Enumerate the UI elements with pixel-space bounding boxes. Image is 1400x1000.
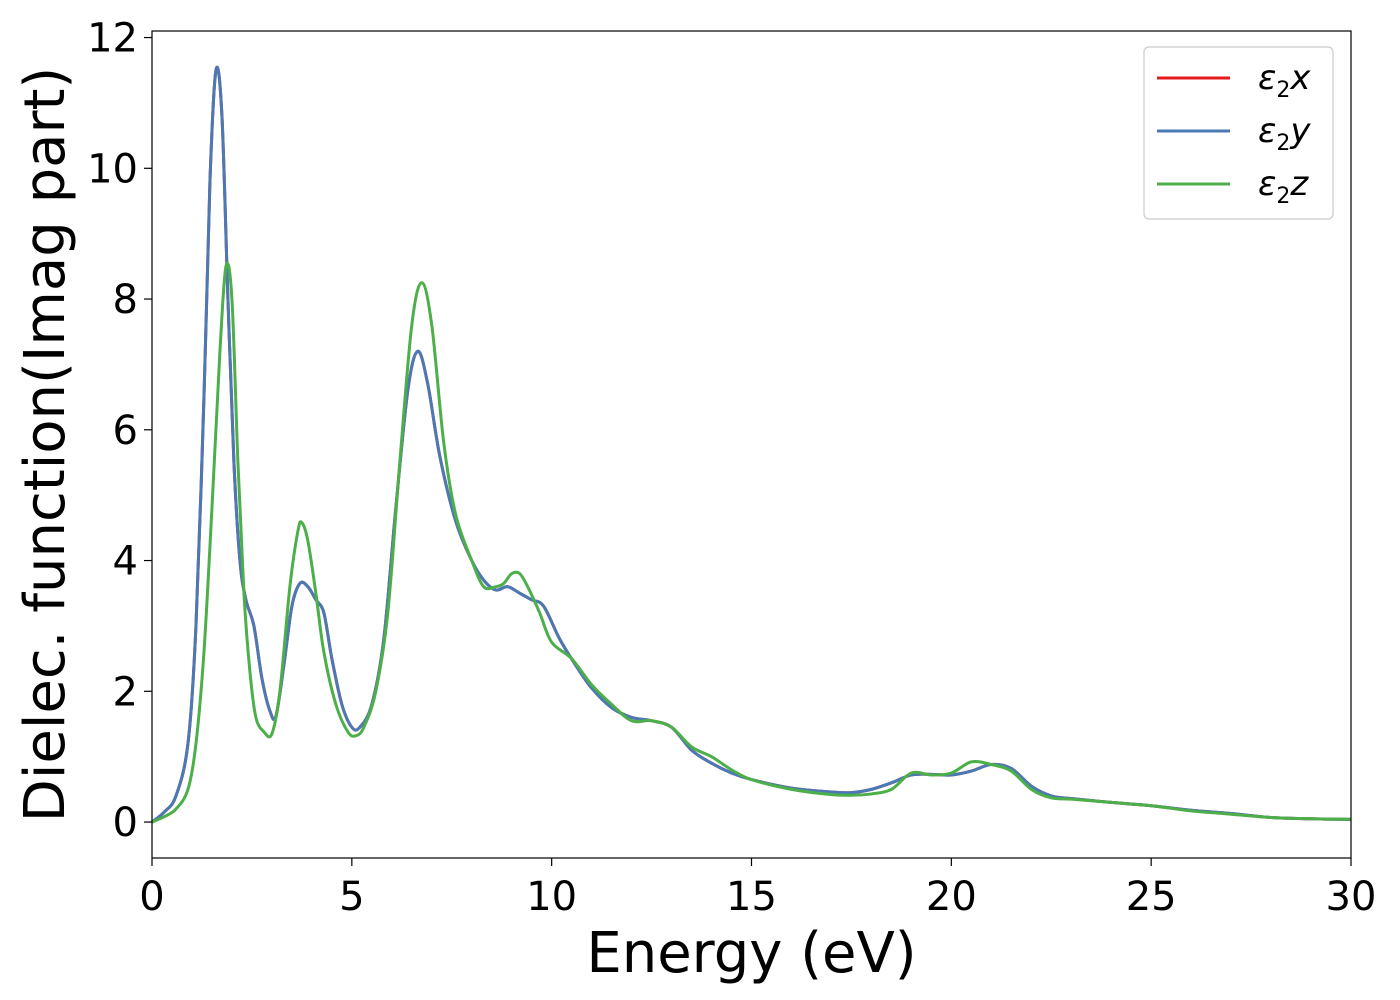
y-tick-label: 0 bbox=[113, 800, 138, 846]
x-tick-label: 25 bbox=[1126, 874, 1177, 920]
x-tick-label: 0 bbox=[139, 874, 164, 920]
legend-box bbox=[1143, 46, 1334, 220]
series-line-z bbox=[151, 261, 1352, 824]
x-tick-label: 20 bbox=[926, 874, 977, 920]
y-tick-label: 6 bbox=[113, 408, 138, 454]
y-tick-label: 4 bbox=[113, 539, 138, 585]
y-tick-label: 10 bbox=[87, 146, 138, 192]
y-tick-label: 2 bbox=[113, 669, 138, 715]
legend-label-y: ε2y bbox=[1258, 111, 1311, 156]
x-tick-label: 30 bbox=[1326, 874, 1377, 920]
legend-label-x: ε2x bbox=[1258, 58, 1311, 103]
y-ticks: 0 2 4 6 8 10 12 bbox=[87, 16, 152, 846]
x-tick-label: 5 bbox=[339, 874, 364, 920]
x-tick-label: 10 bbox=[526, 874, 577, 920]
legend: ε2x ε2y ε2z bbox=[1143, 46, 1334, 220]
y-axis-label: Dielec. function(Imag part) bbox=[13, 67, 78, 823]
legend-label-z: ε2z bbox=[1258, 164, 1309, 209]
y-tick-label: 12 bbox=[87, 16, 138, 62]
x-axis-label: Energy (eV) bbox=[586, 921, 916, 986]
x-ticks: 0 5 10 15 20 25 30 bbox=[139, 858, 1376, 920]
series-lines bbox=[151, 65, 1352, 824]
y-tick-label: 8 bbox=[113, 277, 138, 323]
x-tick-label: 15 bbox=[726, 874, 777, 920]
